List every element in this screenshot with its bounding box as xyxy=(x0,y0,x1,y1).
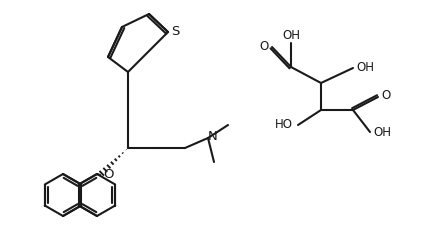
Text: OH: OH xyxy=(281,28,299,42)
Text: O: O xyxy=(380,88,390,102)
Text: HO: HO xyxy=(274,118,292,132)
Text: S: S xyxy=(170,24,179,38)
Text: O: O xyxy=(104,168,114,180)
Text: O: O xyxy=(259,40,268,52)
Text: OH: OH xyxy=(372,125,390,139)
Text: OH: OH xyxy=(355,60,373,74)
Text: N: N xyxy=(207,131,217,143)
